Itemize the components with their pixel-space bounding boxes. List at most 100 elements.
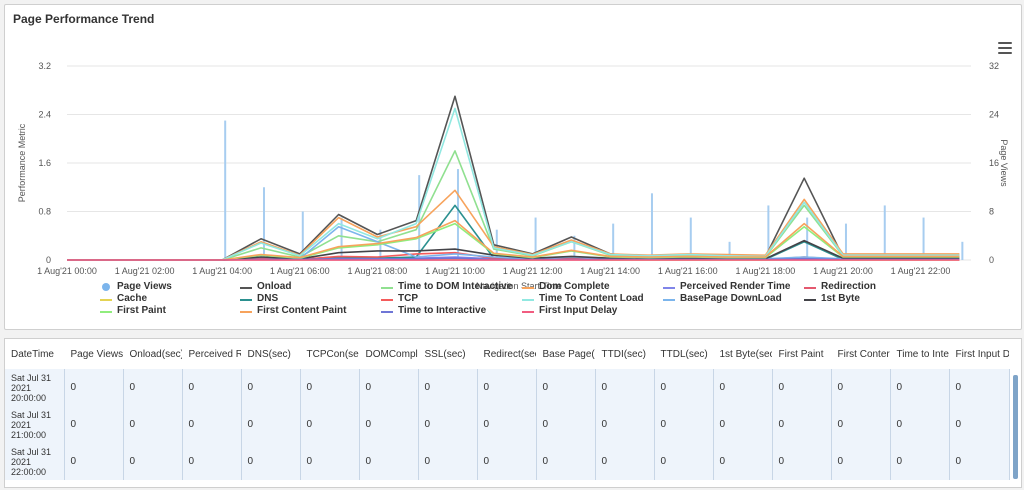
column-header[interactable]: DOMCompl <box>359 339 419 369</box>
value-cell: 0 <box>359 369 419 406</box>
page-views-bar <box>883 205 886 260</box>
table-row[interactable]: Sat Jul 31 2021 20:00:00 0 0 0 0 0 0 0 0 0 0 0 0 0 0 0 0 <box>5 369 1010 406</box>
page-views-bar <box>922 217 925 260</box>
value-cell: 0 <box>595 406 655 443</box>
legend-label: Time to DOM Interactive <box>398 281 513 292</box>
performance-trend-panel: Page Performance Trend 0 0.8 1.6 2.4 3.2 0 8 16… <box>4 4 1022 330</box>
legend-item-dom-complete[interactable]: Dom Complete <box>522 281 610 292</box>
column-header[interactable]: TCPCon(sec <box>300 339 360 369</box>
legend-item-redirection[interactable]: Redirection <box>804 281 876 292</box>
value-cell: 0 <box>123 406 183 443</box>
x-tick-label: 1 Aug'21 08:00 <box>347 266 407 276</box>
series-line-time-to-content-load <box>67 107 960 261</box>
value-cell: 0 <box>418 406 478 443</box>
column-header[interactable]: TTDL(sec) <box>654 339 714 369</box>
value-cell: 0 <box>831 369 891 406</box>
column-header[interactable]: First Input D <box>949 339 1010 369</box>
legend-label: Redirection <box>821 281 877 292</box>
legend-item-perceived-render-time[interactable]: Perceived Render Time <box>663 281 790 292</box>
performance-data-table-panel: DateTime Page Views Onload(sec) Perceived R… <box>4 338 1022 488</box>
table-scrollbar[interactable] <box>1013 375 1018 479</box>
value-cell: 0 <box>300 443 360 480</box>
column-header[interactable]: Page Views <box>64 339 124 369</box>
column-header[interactable]: Onload(sec) <box>123 339 183 369</box>
legend-label: 1st Byte <box>821 293 860 304</box>
y-tick-label: 0.8 <box>38 207 51 217</box>
table-header-row: DateTime Page Views Onload(sec) Perceived R… <box>5 339 1010 369</box>
legend-item-dns[interactable]: DNS <box>240 293 278 304</box>
y-tick-label: 2.4 <box>38 110 51 120</box>
chart-menu-icon[interactable] <box>998 42 1012 54</box>
legend-label: First Content Paint <box>257 305 347 316</box>
legend-swatch <box>381 311 393 313</box>
legend-swatch <box>522 311 534 313</box>
column-header[interactable]: Time to Inte <box>890 339 950 369</box>
value-cell: 0 <box>182 443 242 480</box>
column-header[interactable]: First Conter <box>831 339 891 369</box>
legend-label: Time To Content Load <box>539 293 644 304</box>
legend-item-time-to-dom-interactive[interactable]: Time to DOM Interactive <box>381 281 512 292</box>
column-header[interactable]: First Paint <box>772 339 832 369</box>
datetime-cell: Sat Jul 31 2021 20:00:00 <box>5 369 65 406</box>
legend-swatch <box>663 287 675 289</box>
column-header[interactable]: Base Page(s <box>536 339 596 369</box>
page-views-bar <box>650 193 653 260</box>
x-tick-label: 1 Aug'21 06:00 <box>270 266 330 276</box>
column-header[interactable]: TTDI(sec) <box>595 339 655 369</box>
page-views-bar <box>534 217 537 260</box>
value-cell: 0 <box>772 443 832 480</box>
page-views-bar <box>573 235 576 260</box>
table-row[interactable]: Sat Jul 31 2021 22:00:00 0 0 0 0 0 0 0 0 0 0 0 0 0 0 0 0 <box>5 443 1010 480</box>
legend-item-tcp[interactable]: TCP <box>381 293 418 304</box>
page-views-bar <box>340 217 343 260</box>
legend-label: Cache <box>117 293 148 304</box>
value-cell: 0 <box>536 369 596 406</box>
legend-swatch <box>240 311 252 313</box>
value-cell: 0 <box>654 369 714 406</box>
series-line-first-content-paint <box>67 219 960 261</box>
series-line-onload <box>67 95 960 261</box>
column-header[interactable]: DNS(sec) <box>241 339 301 369</box>
legend-item-first-paint[interactable]: First Paint <box>100 305 166 316</box>
datetime-cell: Sat Jul 31 2021 22:00:00 <box>5 443 65 480</box>
value-cell: 0 <box>713 369 773 406</box>
legend-item-first-input-delay[interactable]: First Input Delay <box>522 305 617 316</box>
value-cell: 0 <box>713 406 773 443</box>
legend-item-time-to-interactive[interactable]: Time to Interactive <box>381 305 486 316</box>
performance-trend-chart: 0 0.8 1.6 2.4 3.2 0 8 16 24 32 1 Aug'21 00:00 1 Aug… <box>17 61 1009 291</box>
legend-label: Onload <box>257 281 292 292</box>
value-cell: 0 <box>772 369 832 406</box>
legend-item-onload[interactable]: Onload <box>240 281 291 292</box>
y-axis-title: Performance Metric <box>17 123 27 202</box>
column-header[interactable]: Redirect(sec <box>477 339 537 369</box>
column-header[interactable]: DateTime <box>5 339 65 369</box>
value-cell: 0 <box>772 406 832 443</box>
column-header[interactable]: 1st Byte(sec <box>713 339 773 369</box>
legend-item-time-to-content-load[interactable]: Time To Content Load <box>522 293 644 304</box>
value-cell: 0 <box>418 369 478 406</box>
value-cell: 0 <box>64 443 124 480</box>
legend-label: Dom Complete <box>539 281 610 292</box>
page-views-bar <box>456 169 459 260</box>
page-views-bar <box>262 187 265 260</box>
value-cell: 0 <box>890 443 950 480</box>
legend-item-page-views[interactable]: Page Views <box>100 281 172 292</box>
performance-data-table: DateTime Page Views Onload(sec) Perceived R… <box>5 339 1010 480</box>
legend-label: Time to Interactive <box>398 305 487 316</box>
legend-item-basepage-download[interactable]: BasePage DownLoad <box>663 293 782 304</box>
column-header[interactable]: Perceived R <box>182 339 242 369</box>
value-cell: 0 <box>654 443 714 480</box>
legend-item-first-content-paint[interactable]: First Content Paint <box>240 305 346 316</box>
legend-swatch <box>804 287 816 289</box>
page-views-bar <box>689 217 692 260</box>
legend-item-1st-byte[interactable]: 1st Byte <box>804 293 860 304</box>
y-tick-label: 1.6 <box>38 158 51 168</box>
value-cell: 0 <box>831 443 891 480</box>
table-row[interactable]: Sat Jul 31 2021 21:00:00 0 0 0 0 0 0 0 0 0 0 0 0 0 0 0 0 <box>5 406 1010 443</box>
legend-item-cache[interactable]: Cache <box>100 293 147 304</box>
panel-title: Page Performance Trend <box>13 12 155 26</box>
value-cell: 0 <box>595 443 655 480</box>
x-tick-label: 1 Aug'21 10:00 <box>425 266 485 276</box>
column-header[interactable]: SSL(sec) <box>418 339 478 369</box>
value-cell: 0 <box>241 406 301 443</box>
